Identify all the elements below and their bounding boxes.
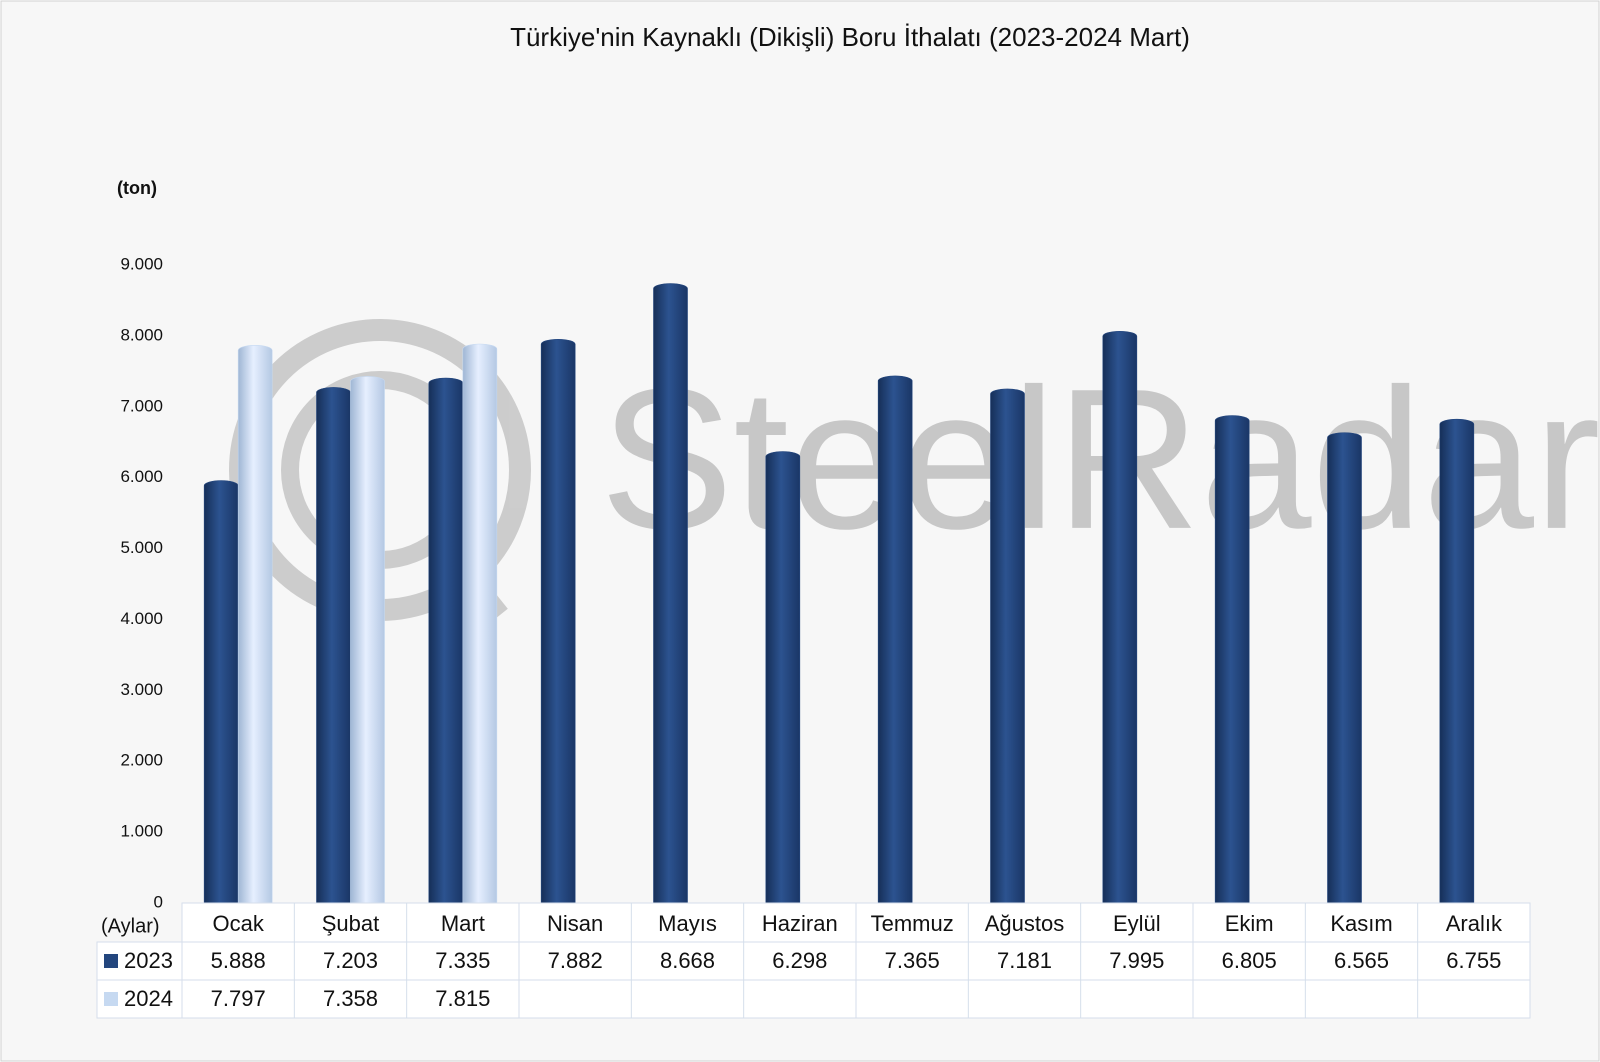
y-tick-label: 4.000 [120,609,163,628]
data-label: 7.335 [435,948,490,973]
y-tick-label: 3.000 [120,680,163,699]
x-tick-label: Mayıs [658,911,717,936]
data-label: 6.805 [1222,948,1277,973]
bar [765,451,801,909]
y-axis-label: (ton) [117,178,157,198]
bar [428,377,464,909]
x-tick-label: Haziran [762,911,838,936]
data-label: 7.365 [885,948,940,973]
legend-label: 2023 [124,948,173,973]
bar [316,387,351,909]
x-tick-label: Kasım [1330,911,1392,936]
legend-label: 2024 [124,986,173,1011]
data-label: 8.668 [660,948,715,973]
x-axis-label: (Aylar) [101,915,160,937]
y-tick-label: 1.000 [120,822,163,841]
bar [1439,418,1475,909]
y-tick-label: 5.000 [120,538,163,557]
bar [1327,432,1362,909]
legend-swatch [104,954,118,968]
bar [877,375,913,909]
data-label: 5.888 [211,948,266,973]
data-label: 7.358 [323,986,378,1011]
data-label: 7.882 [548,948,603,973]
y-tick-label: 2.000 [120,751,163,770]
bar [1102,330,1138,909]
bar [462,343,498,909]
data-label: 6.755 [1446,948,1501,973]
x-tick-label: Ağustos [985,911,1065,936]
legend-swatch [104,992,118,1006]
x-tick-label: Mart [441,911,485,936]
data-label: 7.815 [435,986,490,1011]
chart-title: Türkiye'nin Kaynaklı (Dikişli) Boru İtha… [510,22,1190,52]
bar [350,376,385,909]
data-label: 7.203 [323,948,378,973]
bar [990,388,1025,909]
x-tick-label: Eylül [1113,911,1161,936]
x-tick-label: Nisan [547,911,603,936]
data-label: 7.181 [997,948,1052,973]
y-tick-label: 7.000 [120,396,163,415]
x-tick-label: Temmuz [871,911,954,936]
data-label: 6.298 [772,948,827,973]
y-tick-label: 0 [154,892,163,911]
x-tick-label: Aralık [1446,911,1503,936]
x-tick-label: Ocak [212,911,264,936]
data-label: 6.565 [1334,948,1389,973]
bar [203,480,239,909]
data-label: 7.797 [211,986,266,1011]
y-tick-label: 9.000 [120,254,163,273]
y-tick-label: 6.000 [120,467,163,486]
x-tick-label: Şubat [322,911,380,936]
bar [540,338,576,909]
bar [237,344,273,909]
data-label: 7.995 [1109,948,1164,973]
x-tick-label: Ekim [1225,911,1274,936]
y-tick-label: 8.000 [120,325,163,344]
bar [653,283,688,909]
bar [1214,415,1250,909]
